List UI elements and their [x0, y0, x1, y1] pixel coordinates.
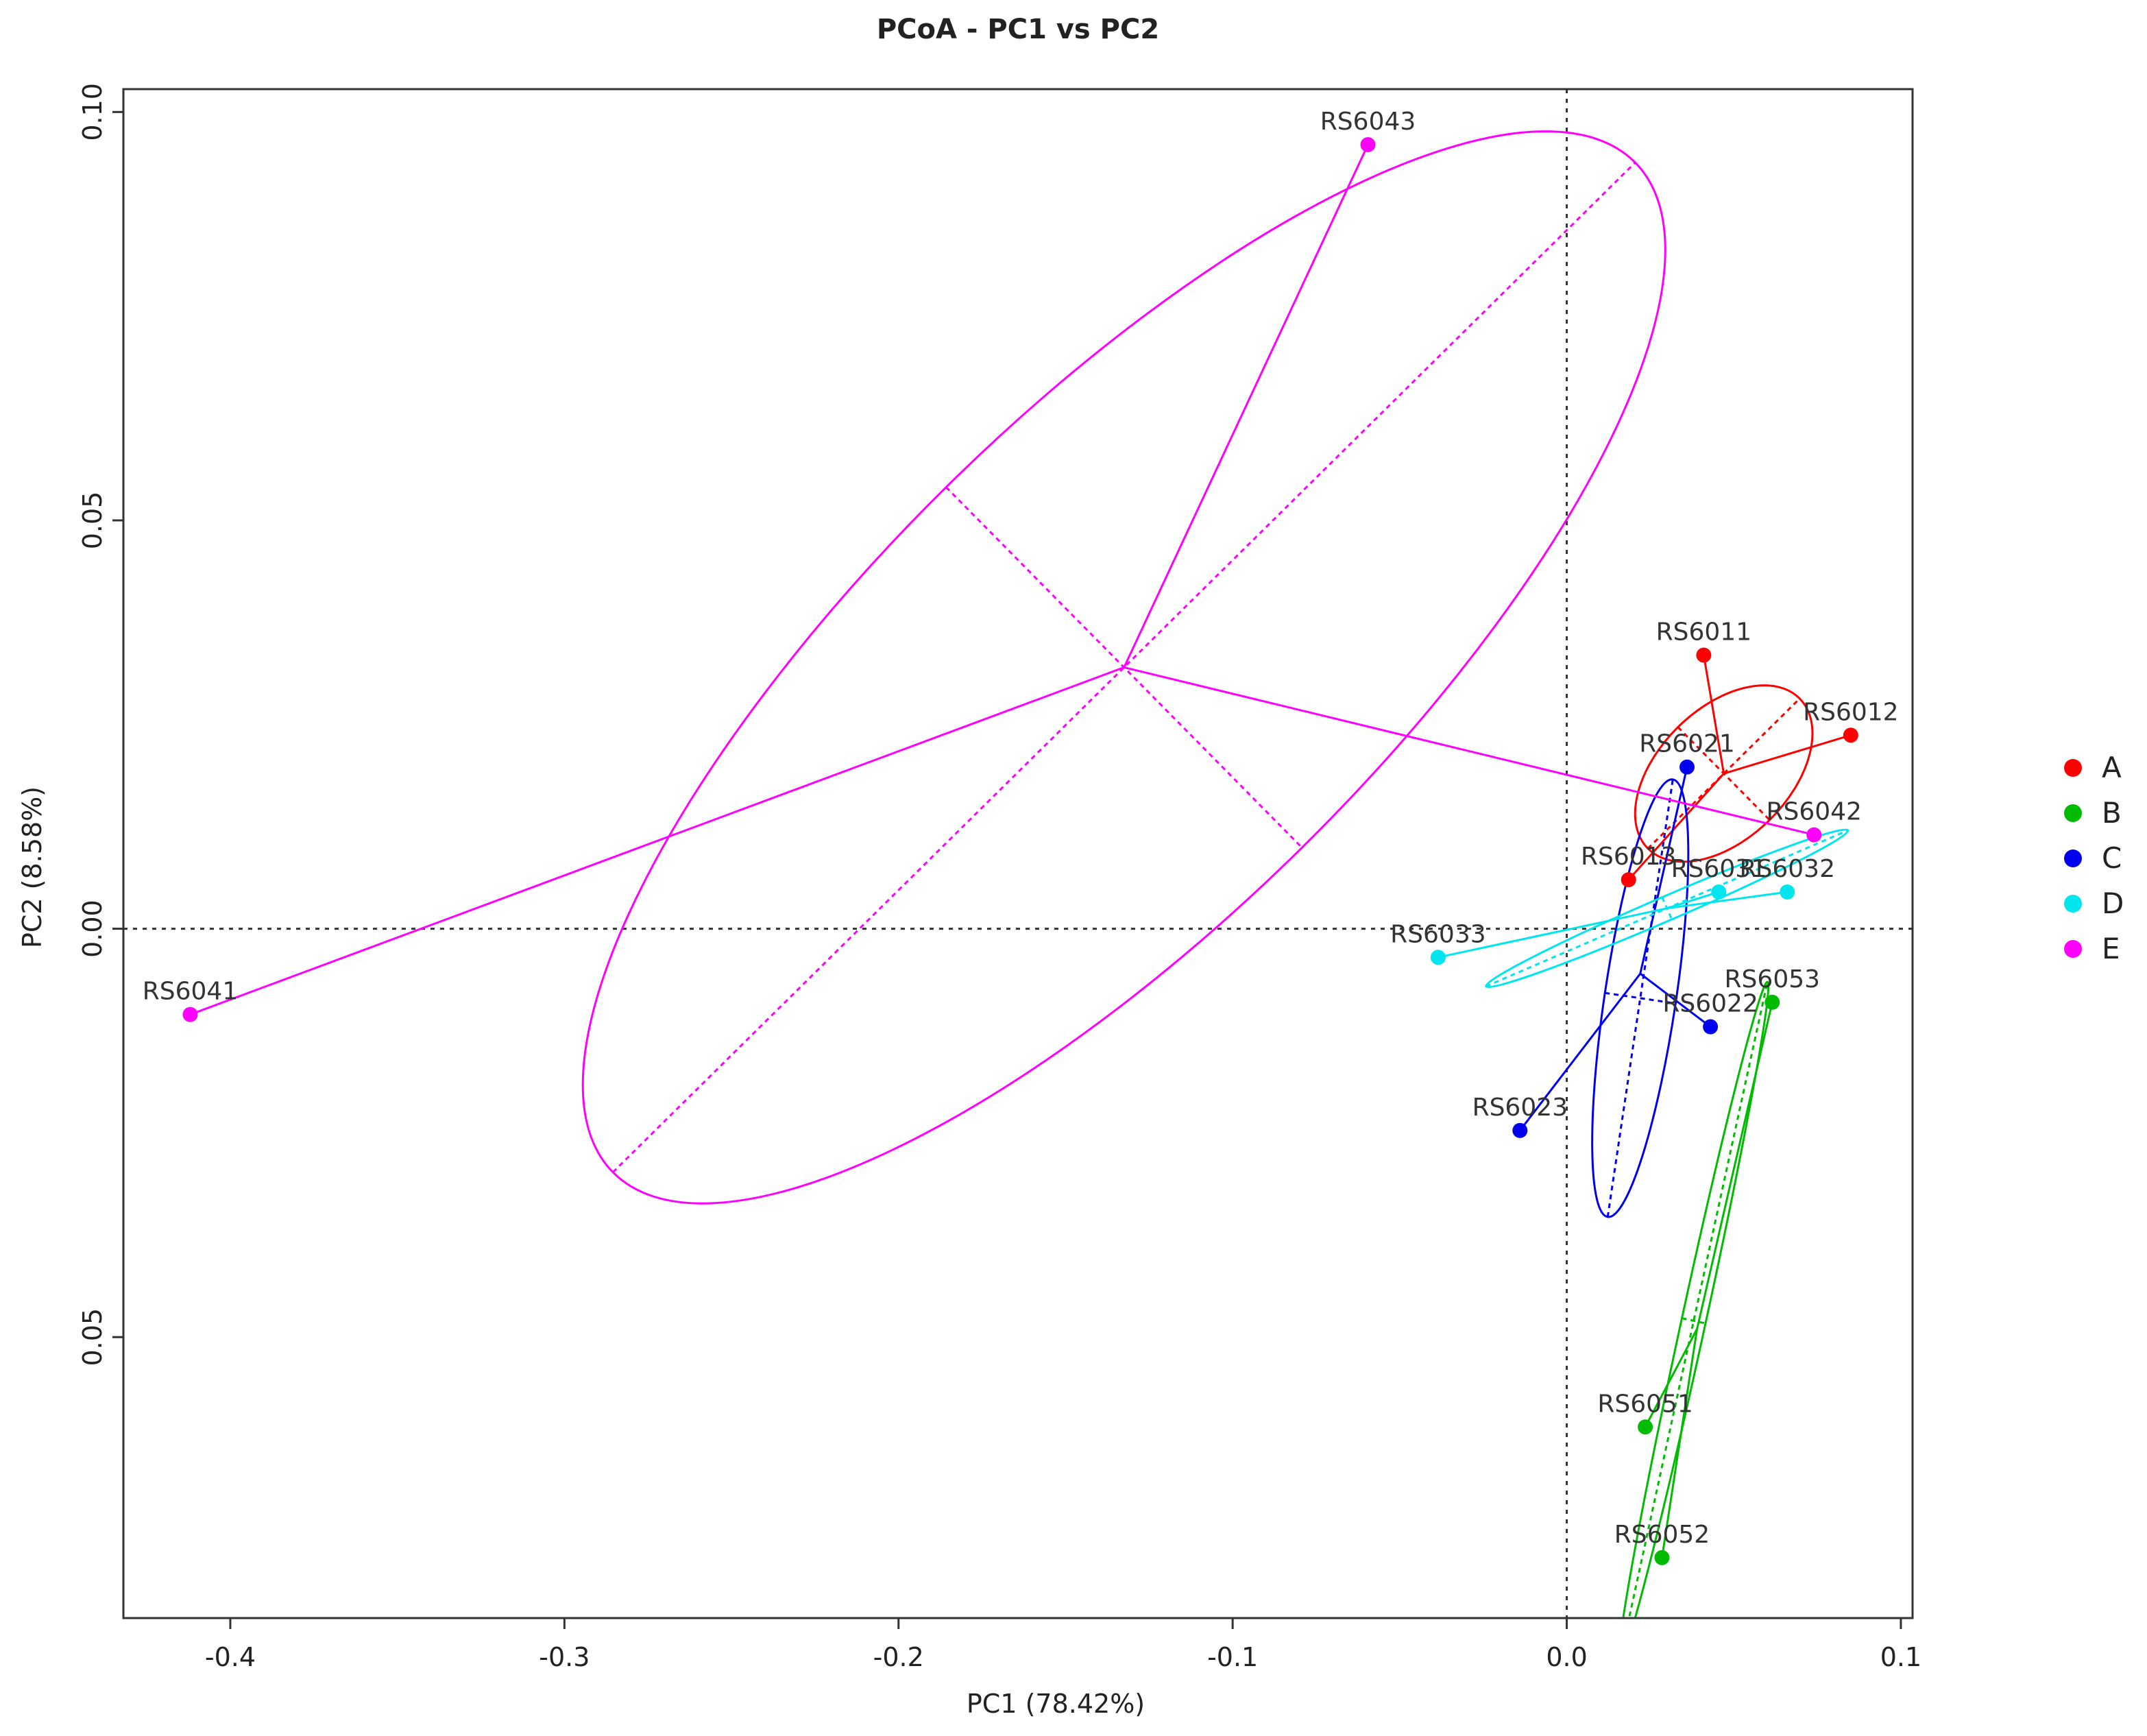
- ellipse-minor-axis: [1605, 991, 1676, 1005]
- centroid-spoke: [1723, 734, 1852, 775]
- centroid-spoke: [1639, 972, 1712, 1028]
- x-tick-label: -0.2: [873, 1642, 924, 1672]
- point-label: RS6022: [1662, 990, 1758, 1018]
- data-point: [1703, 1019, 1719, 1035]
- chart-title: PCoA - PC1 vs PC2: [877, 14, 1159, 45]
- data-point: [1512, 1122, 1528, 1138]
- points-e: RS6043 RS6041 RS6042: [143, 108, 1862, 1022]
- x-axis-label: PC1 (78.42%): [967, 1689, 1145, 1719]
- legend-marker: [2064, 804, 2082, 822]
- point-label: RS6033: [1390, 920, 1485, 948]
- series-e: [189, 130, 1815, 1205]
- plot-area: RS6011RS6012RS6013RS6053RS6051RS6052RS60…: [123, 89, 1913, 1618]
- legend-label: C: [2102, 841, 2122, 875]
- data-point: [1711, 884, 1727, 900]
- centroid-spoke: [189, 666, 1125, 1016]
- legend-marker: [2064, 759, 2082, 777]
- data-point: [1679, 759, 1695, 775]
- point-label: RS6023: [1472, 1094, 1568, 1122]
- centroid-spoke: [1519, 973, 1641, 1131]
- centroid-spoke: [1666, 891, 1788, 910]
- y-tick-label: 0.05: [77, 492, 108, 550]
- x-tick-label: -0.4: [205, 1642, 256, 1672]
- point-label: RS6043: [1320, 108, 1416, 136]
- point-label: RS6032: [1739, 855, 1834, 883]
- series-b: [1618, 980, 1773, 1618]
- centroid-spoke: [1666, 891, 1719, 910]
- point-label: RS6012: [1803, 698, 1898, 726]
- data-point: [182, 1006, 198, 1022]
- centroid-spoke: [1438, 907, 1668, 959]
- y-tick-label: 0.10: [77, 83, 108, 141]
- data-point: [1621, 872, 1636, 888]
- data-point: [1696, 647, 1712, 663]
- data-point: [1806, 827, 1822, 843]
- legend-label: B: [2102, 796, 2122, 830]
- legend-marker: [2064, 849, 2082, 867]
- point-label: RS6053: [1725, 965, 1820, 993]
- point-label: RS6013: [1581, 843, 1676, 871]
- ellipse-minor-axis: [1682, 1317, 1706, 1325]
- points-b: RS6053 RS6051 RS6052: [1597, 965, 1820, 1565]
- data-point: [1360, 137, 1376, 153]
- series-a: [1627, 655, 1852, 881]
- centroid-spoke: [1702, 655, 1725, 774]
- legend-label: A: [2102, 751, 2122, 784]
- centroid-spoke: [1660, 1329, 1699, 1558]
- legend-label: D: [2102, 887, 2124, 920]
- legend-marker: [2064, 895, 2082, 913]
- plot-border: [122, 88, 1914, 1619]
- data-point: [1654, 1550, 1670, 1565]
- series-d: [1438, 828, 1849, 989]
- y-axis-label: PC2 (8.58%): [17, 786, 47, 948]
- data-point: [1430, 950, 1446, 965]
- x-tick-label: 0.1: [1880, 1642, 1921, 1672]
- centroid-spoke: [1123, 144, 1369, 668]
- y-axis: 0.10 0.05 0.00 0.05: [77, 83, 123, 1366]
- centroid-spoke: [1627, 773, 1725, 881]
- legend-label: E: [2102, 932, 2120, 965]
- centroid-spoke: [1696, 1002, 1773, 1329]
- centroid-spoke: [1644, 1328, 1698, 1427]
- point-label: RS6021: [1639, 730, 1734, 758]
- point-label: RS6031: [1671, 855, 1767, 883]
- point-label: RS6042: [1766, 798, 1861, 826]
- point-label: RS6041: [143, 978, 238, 1006]
- point-label: RS6051: [1597, 1390, 1693, 1418]
- data-point: [1638, 1419, 1653, 1435]
- data-point: [1764, 994, 1780, 1010]
- y-tick-label: 0.05: [77, 1308, 108, 1366]
- points-a: RS6011 RS6012 RS6013: [1581, 618, 1899, 888]
- confidence-ellipse: [1634, 684, 1814, 863]
- ellipse-major-axis: [612, 162, 1636, 1173]
- y-tick-label: 0.00: [77, 900, 108, 958]
- point-label: RS6011: [1656, 618, 1751, 647]
- point-label: RS6052: [1614, 1521, 1710, 1549]
- legend-marker: [2064, 940, 2082, 958]
- points-c: RS6021 RS6022 RS6023: [1472, 730, 1758, 1138]
- series-c: [1519, 767, 1712, 1218]
- centroid-spoke: [1124, 666, 1815, 836]
- x-tick-label: -0.3: [539, 1642, 590, 1672]
- x-axis: -0.4 -0.3 -0.2 -0.1 0.0 0.1: [205, 1618, 1921, 1672]
- ellipse-major-axis: [1606, 779, 1674, 1218]
- x-tick-label: 0.0: [1546, 1642, 1587, 1672]
- data-point: [1780, 884, 1795, 900]
- data-point: [1843, 727, 1858, 743]
- x-tick-label: -0.1: [1207, 1642, 1258, 1672]
